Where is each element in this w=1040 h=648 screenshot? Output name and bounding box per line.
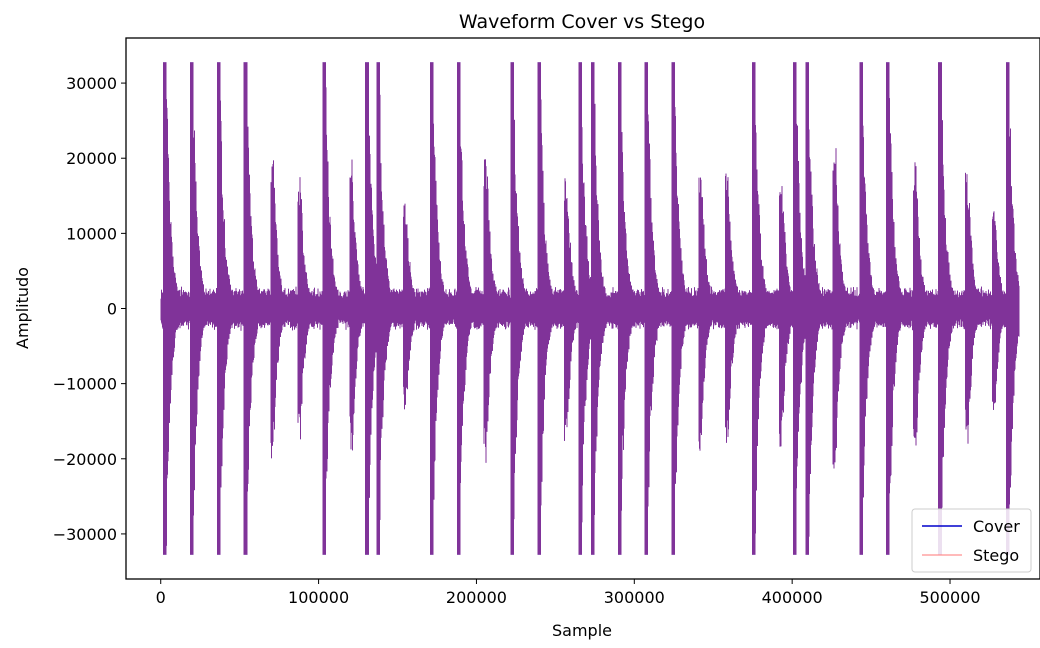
legend-cover-label: Cover: [973, 517, 1020, 536]
x-axis-ticks: 0 100000 200000 300000 400000 500000: [156, 579, 981, 607]
x-tick-label: 300000: [604, 588, 665, 607]
y-axis-label: Amplitudo: [13, 267, 32, 349]
chart-title: Waveform Cover vs Stego: [459, 11, 705, 33]
legend-box: [911, 508, 1032, 573]
legend: Cover Stego: [911, 508, 1032, 573]
y-tick-label: −20000: [53, 450, 117, 469]
y-tick-label: 30000: [66, 74, 117, 93]
y-tick-label: 20000: [66, 149, 117, 168]
y-tick-label: 0: [107, 300, 117, 319]
stego-series-line: [160, 62, 1020, 555]
x-axis-label: Sample: [552, 621, 612, 640]
plot-area: [160, 62, 1020, 555]
x-tick-label: 100000: [288, 588, 349, 607]
y-tick-label: 10000: [66, 224, 117, 243]
x-tick-label: 500000: [919, 588, 980, 607]
x-tick-label: 400000: [762, 588, 823, 607]
y-tick-label: −30000: [53, 525, 117, 544]
x-tick-label: 200000: [446, 588, 507, 607]
x-tick-label: 0: [156, 588, 166, 607]
legend-stego-label: Stego: [973, 546, 1019, 565]
y-tick-label: −10000: [53, 375, 117, 394]
y-axis-ticks: −30000 −20000 −10000 0 10000 20000 30000: [53, 74, 126, 544]
